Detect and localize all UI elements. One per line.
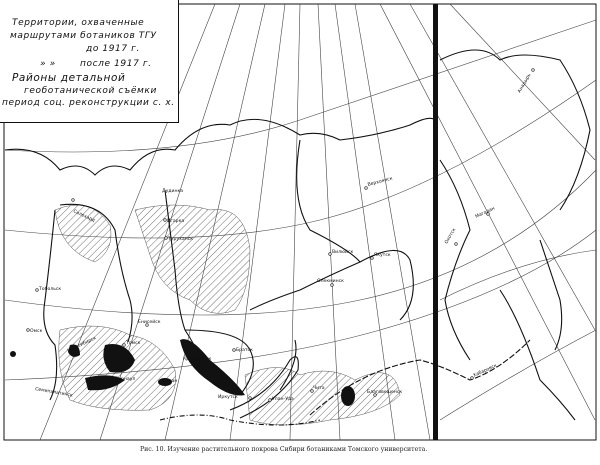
legend-line-7: период соц. реконструкции с. х. (2, 98, 175, 108)
city-label-eniseysk: Енисейск (138, 318, 161, 325)
city-markers (26, 68, 535, 402)
coastlines-and-rivers (4, 49, 591, 426)
city-label-tobolsk: Тобольск (38, 286, 61, 292)
legend-line-3: до 1917 г. (86, 44, 140, 54)
figure-caption: Рис. 10. Изучение растительного покрова … (140, 446, 428, 453)
city-label-ulan-ude: Улан-Удэ (272, 396, 294, 402)
city-label-yakutsk: Якутск (374, 252, 391, 258)
city-label-olekminsk: Олекминск (317, 278, 344, 284)
city-label-turukhansk: Туруханск (167, 236, 193, 242)
city-label-khabarovsk: Хабаровск (472, 363, 498, 379)
map-sheet-divider (433, 4, 438, 440)
city-label-tomsk: Томск (125, 340, 141, 346)
legend-line-5: Районы детальной (12, 72, 126, 84)
city-label-blagoveshchensk: Благовещенск (367, 389, 402, 395)
city-label-okhotsk: Охотск (444, 227, 458, 245)
city-label-omsk: Омск (30, 328, 43, 334)
city-label-irkutsk: Иркутск (218, 394, 238, 400)
city-label-igarka: Игарка (167, 218, 184, 224)
legend-line-2: маршрутами ботаников ТГУ (10, 31, 157, 41)
city-label-bratsk: Братск (236, 347, 253, 353)
city-label-vilyuysk: Вилюйск (332, 248, 353, 255)
city-label-krasnoyarsk: Красноярск (183, 356, 212, 362)
legend-line-4-marks: » » (40, 59, 56, 69)
city-label-verkhoyansk: Верхоянск (367, 175, 393, 187)
city-label-chita: Чита (313, 385, 325, 391)
city-label-anadyr: Анадырь (517, 72, 533, 94)
legend-line-6: геоботанической съёмки (24, 86, 157, 96)
city-label-dudinka: Дудинка (162, 188, 183, 194)
city-label-abakan: Абакан (160, 378, 177, 384)
legend-line-4: после 1917 г. (80, 59, 152, 69)
black-survey-areas (10, 339, 355, 406)
map-legend: Территории, охваченные маршрутами ботани… (0, 0, 179, 123)
city-label-barnaul: Барнаул (115, 376, 135, 382)
legend-line-1: Территории, охваченные (12, 18, 145, 28)
